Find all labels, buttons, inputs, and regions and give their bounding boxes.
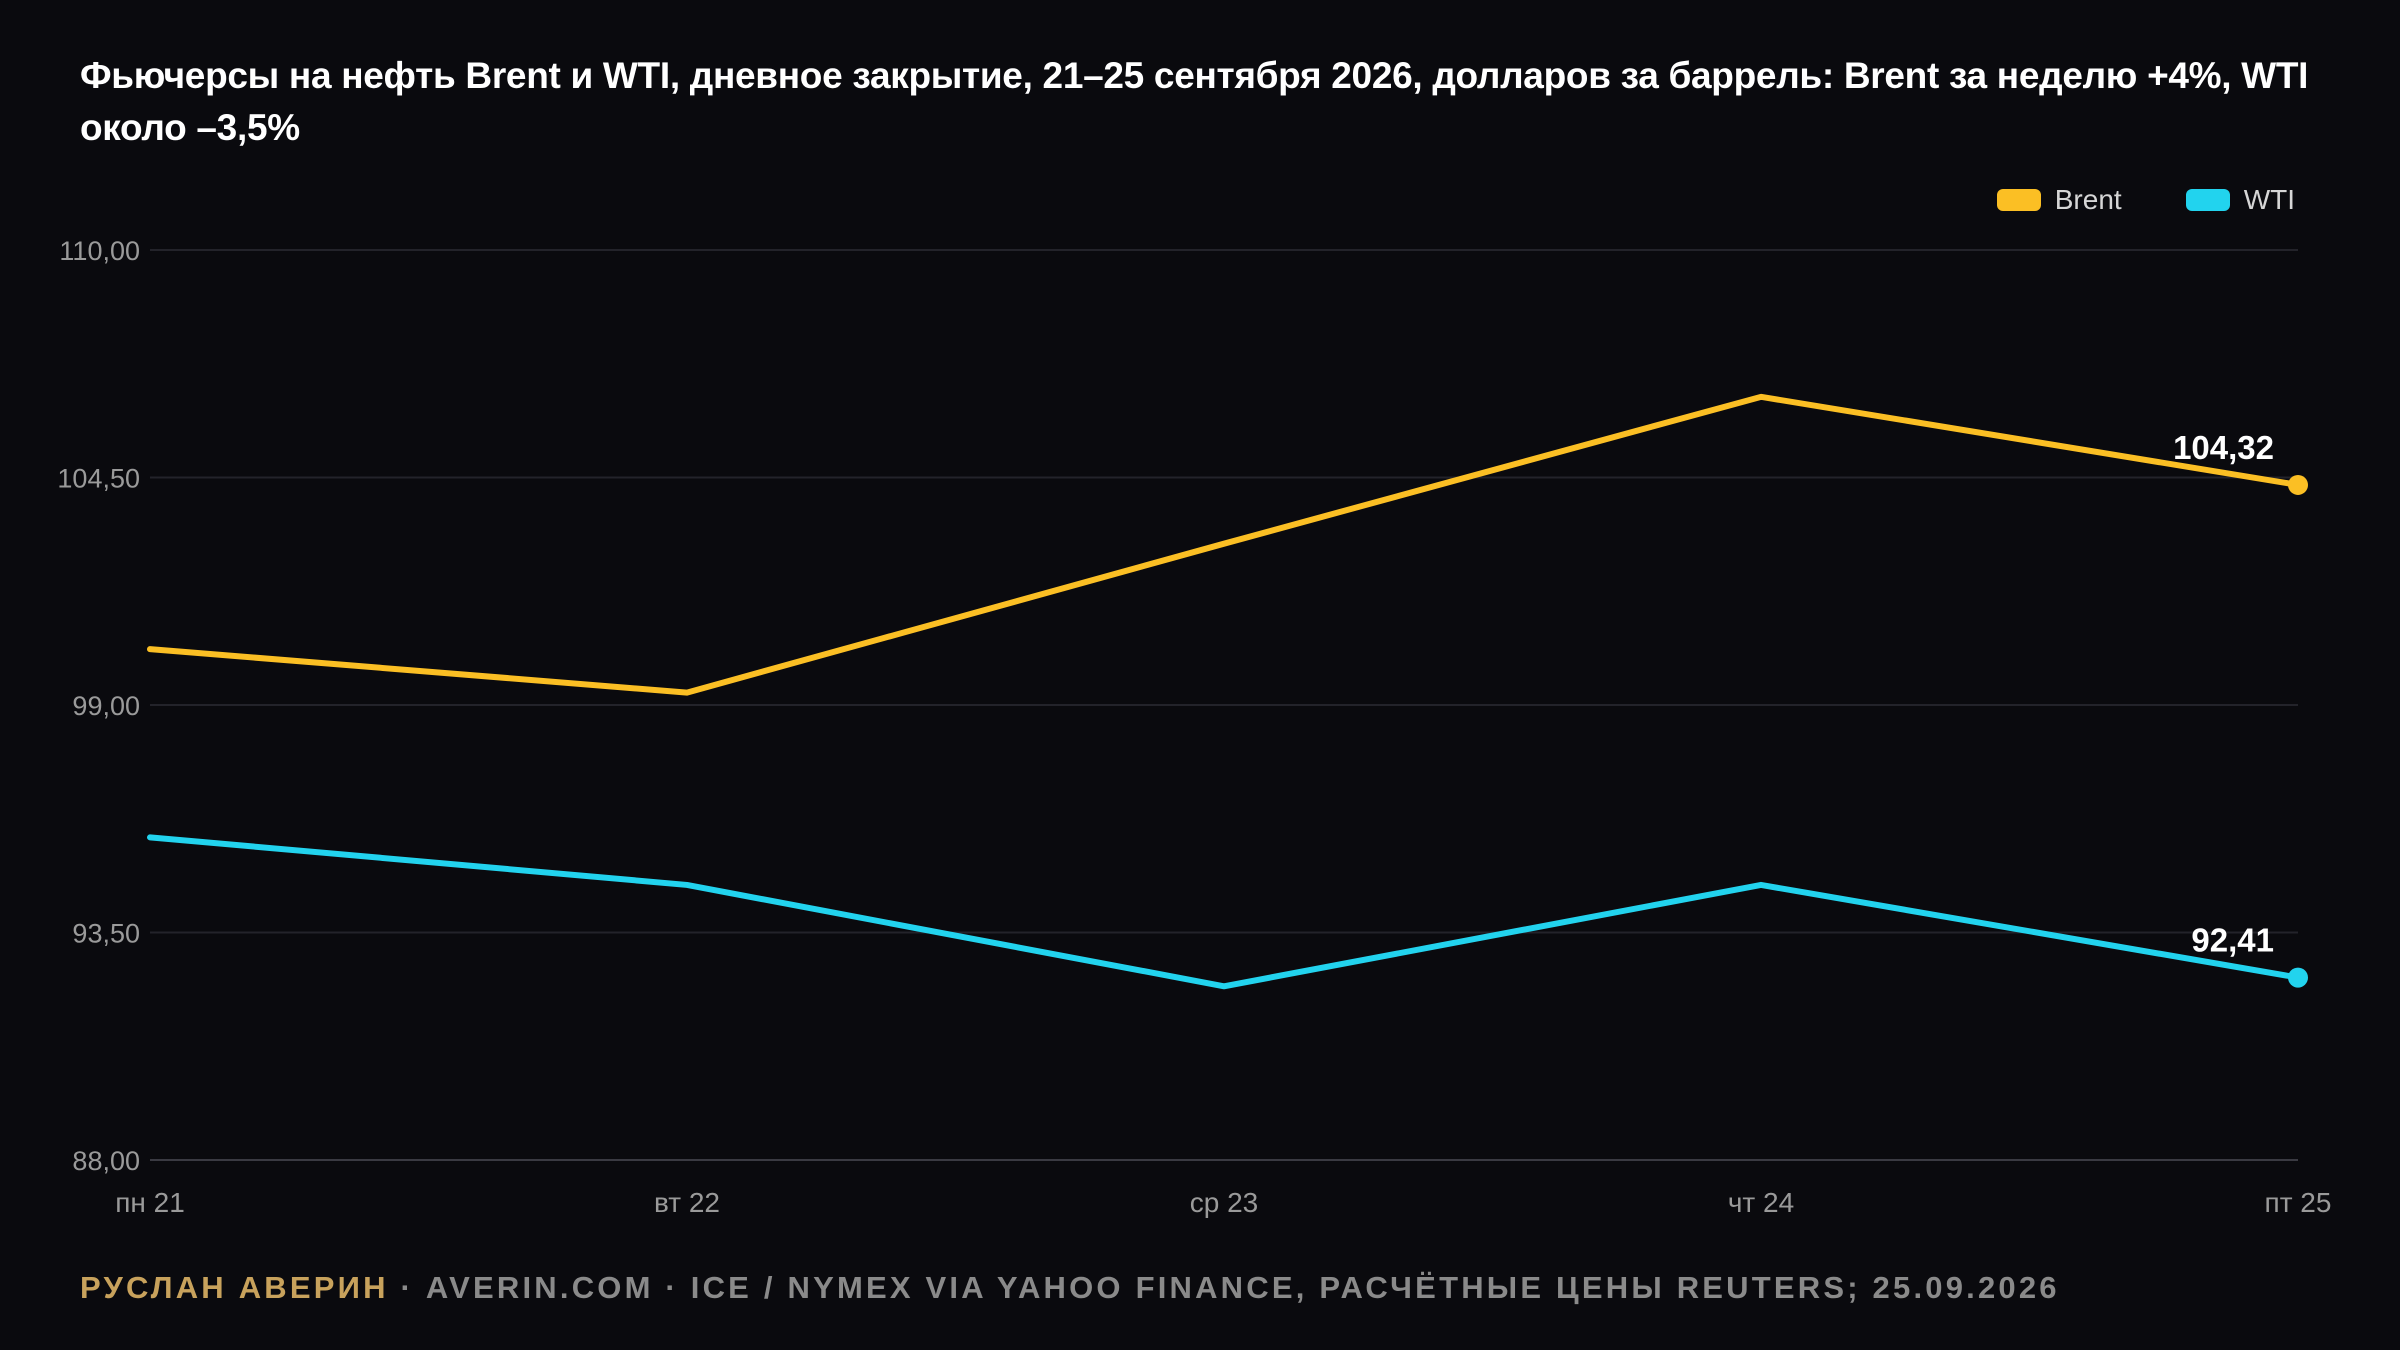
end-label-wti: 92,41 [2191, 922, 2274, 959]
series-line-brent [147, 393, 2301, 696]
legend-swatch-wti [2185, 189, 2230, 211]
legend-item-wti: WTI [2185, 184, 2295, 216]
legend-swatch-brent [1996, 189, 2041, 211]
x-tick-label: пн 21 [115, 1187, 185, 1218]
x-tick-label: чт 24 [1728, 1187, 1794, 1218]
legend-label-wti: WTI [2243, 184, 2295, 215]
chart-title: Фьючерсы на нефть Brent и WTI, дневное з… [80, 55, 2309, 148]
legend-label-brent: Brent [2054, 184, 2122, 215]
footer-author: РУСЛАН АВЕРИН [80, 1270, 389, 1305]
footer-credit: РУСЛАН АВЕРИН · AVERIN.COM · ICE / NYMEX… [80, 1270, 2060, 1306]
y-tick-label: 104,50 [57, 464, 140, 494]
y-tick-label: 93,50 [72, 919, 140, 949]
footer-separator: · [388, 1270, 426, 1305]
x-tick-label: пт 25 [2265, 1187, 2332, 1218]
x-tick-label: вт 22 [654, 1187, 720, 1218]
y-tick-label: 99,00 [72, 691, 140, 721]
end-point-brent [2288, 474, 2308, 495]
footer-source: AVERIN.COM · ICE / NYMEX VIA YAHOO FINAN… [425, 1270, 2060, 1305]
y-tick-label: 110,00 [59, 236, 140, 266]
end-point-wti [2288, 967, 2308, 988]
y-tick-label: 88,00 [72, 1146, 140, 1176]
series-line-wti [147, 834, 2301, 990]
end-label-brent: 104,32 [2173, 429, 2274, 466]
x-tick-label: ср 23 [1190, 1187, 1259, 1218]
legend-item-brent: Brent [1996, 184, 2122, 216]
chart-legend: Brent WTI [1996, 184, 2295, 216]
